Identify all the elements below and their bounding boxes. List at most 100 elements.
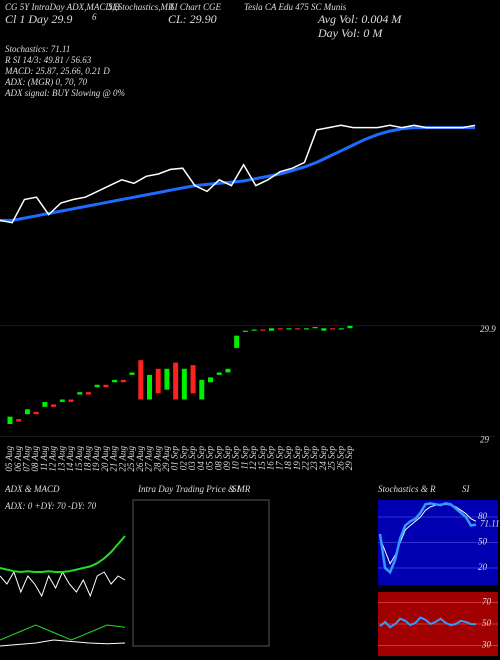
macd-line bbox=[0, 624, 126, 641]
candle bbox=[312, 327, 318, 329]
candle bbox=[146, 374, 152, 400]
x-tick-label: 20 Aug bbox=[100, 446, 110, 472]
x-tick-label: 08 Sep bbox=[213, 446, 223, 471]
x-tick-label: 25 Aug bbox=[126, 446, 136, 472]
x-tick-label: 11 Sep bbox=[239, 446, 249, 470]
candle bbox=[295, 328, 301, 330]
x-tick-label: 12 Sep bbox=[248, 446, 258, 471]
candle bbox=[260, 329, 266, 331]
x-tick-label: 15 Sep bbox=[257, 446, 267, 471]
candle bbox=[330, 328, 336, 330]
x-tick-label: 28 Aug bbox=[152, 446, 162, 472]
y-tick-label: 50 bbox=[478, 537, 488, 547]
stat-text: MACD: 25.87, 25.66, 0.21 D bbox=[4, 66, 110, 76]
y-tick-label: 80 bbox=[478, 511, 488, 521]
header-text: Tesla CA Edu 475 SC Munis bbox=[244, 2, 347, 12]
candle bbox=[242, 330, 248, 332]
candle bbox=[208, 377, 214, 383]
x-tick-label: 24 Sep bbox=[318, 446, 328, 471]
candle bbox=[234, 335, 240, 348]
candle bbox=[33, 411, 39, 415]
intraday-box bbox=[132, 499, 270, 647]
candle bbox=[42, 401, 48, 407]
header-text: CG 5Y IntraDay ADX,MACD,B bbox=[5, 2, 120, 12]
candle bbox=[181, 368, 187, 400]
header-text: Day Vol: 0 M bbox=[317, 26, 383, 40]
x-tick-label: 23 Sep bbox=[309, 446, 319, 471]
value-label: 71.11 bbox=[480, 519, 500, 529]
header-text: SI,Stochastics,MR bbox=[108, 2, 174, 12]
x-tick-label: 29 Sep bbox=[344, 446, 354, 471]
y-tick-label: 29 bbox=[480, 434, 490, 444]
x-tick-label: 18 Aug bbox=[83, 446, 93, 472]
adx-line bbox=[0, 535, 126, 574]
x-tick-label: 06 Aug bbox=[13, 446, 23, 472]
x-tick-label: 03 Sep bbox=[187, 446, 197, 471]
candle bbox=[59, 399, 65, 402]
x-tick-label: 22 Sep bbox=[300, 446, 310, 471]
x-tick-label: 14 Aug bbox=[65, 446, 75, 472]
x-tick-label: 10 Sep bbox=[231, 446, 241, 471]
candle bbox=[303, 328, 309, 330]
x-tick-label: 29 Aug bbox=[161, 446, 171, 472]
x-tick-label: 12 Aug bbox=[48, 446, 58, 472]
x-tick-label: 08 Aug bbox=[30, 446, 40, 472]
y-tick-label: 20 bbox=[478, 562, 488, 572]
stat-text: ADX: (MGR) 0, 70, 70 bbox=[4, 77, 87, 87]
panel-legend: ADX: 0 +DY: 70 -DY: 70 bbox=[4, 501, 97, 511]
candle bbox=[155, 368, 161, 394]
candle bbox=[77, 392, 83, 395]
header-text: Avg Vol: 0.004 M bbox=[317, 12, 402, 26]
candle bbox=[286, 328, 292, 330]
candle bbox=[16, 419, 22, 422]
stoch-k-line bbox=[378, 502, 477, 575]
x-tick-label: 21 Aug bbox=[109, 446, 119, 472]
x-tick-label: 26 Sep bbox=[335, 446, 345, 471]
x-tick-label: 13 Aug bbox=[56, 446, 66, 472]
candle bbox=[190, 365, 196, 394]
y-tick-label: 30 bbox=[481, 639, 492, 649]
candle bbox=[321, 328, 327, 331]
header-text: 6 bbox=[92, 12, 97, 22]
x-tick-label: 16 Sep bbox=[266, 446, 276, 471]
x-tick-label: 26 Aug bbox=[135, 446, 145, 472]
x-tick-label: 05 Sep bbox=[205, 446, 215, 471]
header-text: CL: 29.90 bbox=[168, 12, 217, 26]
candle bbox=[68, 399, 74, 402]
rsi-line bbox=[379, 616, 477, 629]
candle bbox=[225, 368, 231, 373]
candle bbox=[269, 328, 275, 331]
x-tick-label: 22 Aug bbox=[117, 446, 127, 472]
candle bbox=[103, 384, 109, 388]
x-tick-label: 09 Sep bbox=[222, 446, 232, 471]
x-tick-label: 01 Sep bbox=[170, 446, 180, 471]
x-tick-label: 27 Aug bbox=[144, 446, 154, 472]
y-tick-label: 50 bbox=[482, 618, 492, 628]
panel-title: Stochastics & R bbox=[378, 484, 436, 494]
candle bbox=[85, 392, 91, 395]
x-tick-label: 17 Sep bbox=[274, 446, 284, 471]
candle bbox=[347, 325, 353, 329]
stat-text: Stochastics: 71.11 bbox=[5, 44, 70, 54]
panel-title: SI bbox=[462, 484, 471, 494]
x-tick-label: 11 Aug bbox=[39, 446, 49, 471]
stat-text: R SI 14/3: 49.81 / 56.63 bbox=[4, 55, 92, 65]
header-text: Cl 1 Day 29.9 bbox=[5, 12, 72, 26]
candle bbox=[251, 329, 257, 331]
candle bbox=[120, 379, 126, 383]
candle bbox=[51, 404, 57, 407]
y-tick-label: 29.9 bbox=[480, 324, 496, 334]
x-tick-label: 19 Aug bbox=[91, 446, 101, 472]
x-tick-label: 19 Sep bbox=[292, 446, 302, 471]
candle bbox=[24, 409, 30, 415]
candle bbox=[112, 379, 118, 383]
stat-text: ADX signal: BUY Slowing @ 0% bbox=[4, 88, 125, 98]
panel-title: Intra Day Trading Price & MR bbox=[137, 484, 251, 494]
candle bbox=[138, 360, 144, 400]
candle bbox=[7, 416, 13, 425]
candle bbox=[94, 384, 100, 388]
candle bbox=[129, 372, 135, 375]
panel-title: ADX & MACD bbox=[4, 484, 60, 494]
header-text: SI Chart CGE bbox=[170, 2, 222, 12]
